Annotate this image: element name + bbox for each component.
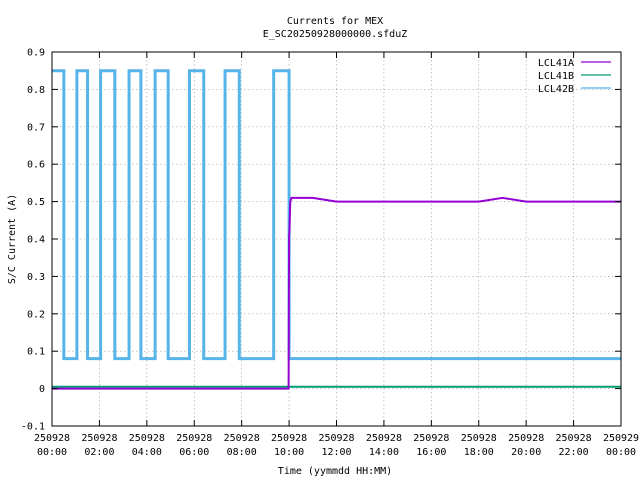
chart-subtitle: E_SC20250928000000.sfduZ: [263, 29, 408, 40]
y-axis-label: S/C Current (A): [7, 194, 18, 284]
y-tick-label: 0.9: [27, 48, 45, 59]
x-tick-label-time: 00:00: [37, 447, 67, 458]
x-tick-label-date: 250928: [366, 433, 402, 444]
y-tick-label: 0: [39, 384, 45, 395]
x-tick-label-time: 18:00: [464, 447, 494, 458]
x-tick-label-date: 250928: [508, 433, 544, 444]
x-tick-label-date: 250928: [318, 433, 354, 444]
series-line-lcl41a: [52, 196, 621, 390]
x-tick-label-date: 250928: [413, 433, 449, 444]
legend-label: LCL41A: [538, 58, 574, 69]
x-tick-label-time: 20:00: [511, 447, 541, 458]
y-tick-label: 0.4: [27, 235, 45, 246]
series-lines: [52, 69, 621, 390]
x-tick-label-date: 250928: [176, 433, 212, 444]
legend-label: LCL42B: [538, 84, 574, 95]
legend-label: LCL41B: [538, 71, 574, 82]
x-tick-label-time: 04:00: [132, 447, 162, 458]
y-tick-label: 0.8: [27, 85, 45, 96]
x-tick-label-date: 250928: [224, 433, 260, 444]
x-tick-label-date: 250928: [129, 433, 165, 444]
x-tick-label-time: 14:00: [369, 447, 399, 458]
x-tick-label-time: 12:00: [321, 447, 351, 458]
x-axis-label: Time (yymmdd HH:MM): [278, 466, 392, 477]
x-tick-label-date: 250928: [556, 433, 592, 444]
x-tick-label-time: 16:00: [416, 447, 446, 458]
x-tick-label-time: 02:00: [84, 447, 114, 458]
y-tick-label: 0.1: [27, 347, 45, 358]
x-tick-label-date: 250928: [461, 433, 497, 444]
x-tick-label-date: 250928: [34, 433, 70, 444]
y-tick-label: 0.7: [27, 122, 45, 133]
x-tick-label-time: 10:00: [274, 447, 304, 458]
y-tick-label: -0.1: [21, 422, 45, 433]
x-tick-label-date: 250928: [271, 433, 307, 444]
legend: LCL41A LCL41B LCL42B: [538, 58, 611, 95]
x-tick-label-time: 08:00: [227, 447, 257, 458]
series-line-lcl42b: [52, 69, 621, 361]
y-tick-label: 0.6: [27, 160, 45, 171]
axis-ticks: -0.1 0 0.1 0.2 0.3 0.4 0.5 0.6 0.7 0.8 0.9 250928 00…: [21, 48, 639, 459]
x-tick-label-time: 00:00: [606, 447, 636, 458]
y-tick-label: 0.5: [27, 197, 45, 208]
y-tick-label: 0.3: [27, 272, 45, 283]
x-tick-label-date: 250928: [81, 433, 117, 444]
x-tick-label-date: 250929: [603, 433, 639, 444]
y-tick-label: 0.2: [27, 309, 45, 320]
chart-title: Currents for MEX: [287, 16, 383, 27]
x-tick-label-time: 22:00: [559, 447, 589, 458]
grid-lines: [52, 52, 621, 426]
x-tick-label-time: 06:00: [179, 447, 209, 458]
